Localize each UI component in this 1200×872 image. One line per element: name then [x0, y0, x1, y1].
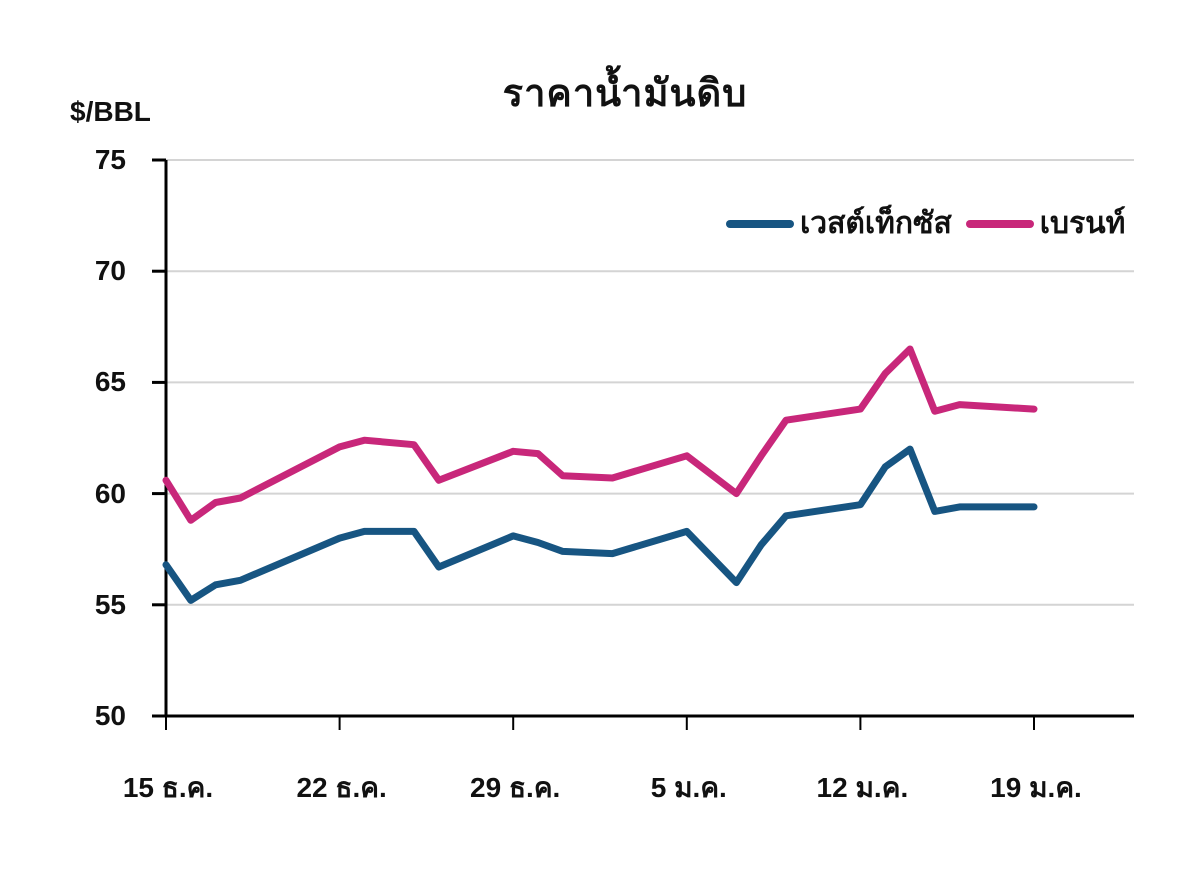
- legend-label-brent: เบรนท์: [1039, 207, 1126, 240]
- y-tick-label: 65: [94, 366, 126, 398]
- y-tick-label: 50: [94, 700, 126, 731]
- legend: เวสต์เท็กซัส เบรนท์: [726, 200, 1139, 247]
- x-tick-label: 22 ธ.ค.: [296, 772, 387, 803]
- x-tick-label: 5 ม.ค.: [650, 772, 727, 803]
- series-line-wti: [162, 445, 1038, 604]
- axes: [152, 158, 1134, 730]
- y-tick-label: 55: [94, 588, 126, 620]
- legend-label-wti: เวสต์เท็กซัส: [800, 207, 952, 240]
- x-tick-label: 29 ธ.ค.: [470, 772, 561, 803]
- legend-swatch-wti: [726, 219, 794, 228]
- chart-title: ราคาน้ำมันดิบ: [502, 73, 748, 115]
- y-tick-label: 70: [94, 255, 126, 287]
- series-line-brent: [162, 345, 1038, 524]
- gridlines: [166, 159, 1134, 606]
- y-tick-label: 60: [94, 477, 126, 509]
- x-tick-label: 15 ธ.ค.: [122, 772, 214, 803]
- x-tick-label: 12 ม.ค.: [816, 772, 909, 803]
- x-tick-label: 19 ม.ค.: [990, 772, 1082, 803]
- series-lines: [162, 345, 1038, 604]
- legend-swatch-brent: [965, 219, 1034, 228]
- y-axis-unit-label: $/BBL: [70, 96, 151, 127]
- legend-item-wti: เวสต์เท็กซัส: [726, 200, 952, 247]
- legend-item-brent: เบรนท์: [965, 200, 1126, 247]
- y-tick-label: 75: [94, 144, 126, 175]
